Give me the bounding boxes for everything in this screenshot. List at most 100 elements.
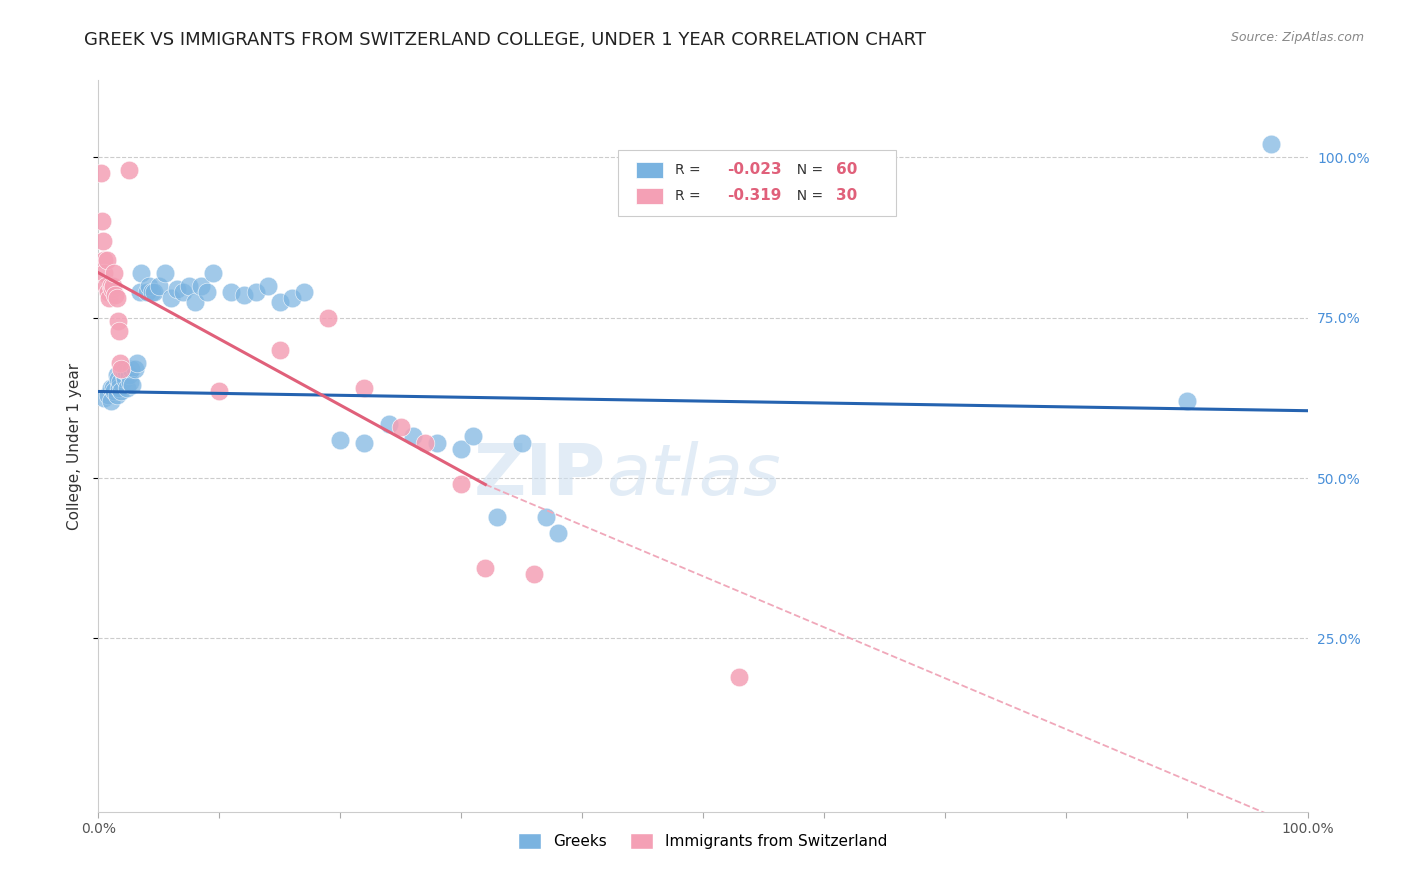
Point — [111, 362, 134, 376]
Point — [510, 435, 533, 450]
Point — [269, 343, 291, 357]
Y-axis label: College, Under 1 year: College, Under 1 year — [67, 362, 83, 530]
FancyBboxPatch shape — [619, 150, 897, 216]
Text: atlas: atlas — [606, 441, 780, 509]
Point — [450, 442, 472, 457]
Point — [402, 429, 425, 443]
Point — [120, 362, 142, 376]
Point — [245, 285, 267, 299]
Point — [114, 362, 136, 376]
Point — [202, 266, 225, 280]
Point — [96, 252, 118, 267]
Point — [121, 378, 143, 392]
Point — [105, 292, 128, 306]
Point — [100, 381, 122, 395]
Point — [166, 282, 188, 296]
FancyBboxPatch shape — [637, 161, 664, 178]
Point — [117, 381, 139, 395]
Point — [172, 285, 194, 299]
Point — [93, 252, 115, 267]
Point — [118, 368, 141, 383]
Point — [148, 278, 170, 293]
Point — [124, 362, 146, 376]
Point — [523, 567, 546, 582]
Point — [141, 285, 163, 299]
Point — [316, 310, 339, 325]
Point — [108, 381, 131, 395]
Point — [98, 292, 121, 306]
Point — [115, 365, 138, 379]
Point — [269, 294, 291, 309]
Point — [97, 387, 120, 401]
Point — [1260, 137, 1282, 152]
Point — [135, 285, 157, 299]
Point — [97, 285, 120, 299]
Point — [184, 294, 207, 309]
Text: N =: N = — [787, 188, 827, 202]
Point — [110, 362, 132, 376]
Point — [389, 419, 412, 434]
Point — [463, 429, 485, 443]
Point — [179, 278, 201, 293]
Point — [93, 266, 115, 280]
Text: 60: 60 — [837, 162, 858, 178]
Point — [107, 371, 129, 385]
Point — [474, 561, 496, 575]
Text: -0.319: -0.319 — [727, 188, 782, 203]
Point — [138, 278, 160, 293]
Point — [94, 278, 117, 293]
Point — [190, 278, 212, 293]
Text: R =: R = — [675, 163, 706, 177]
Point — [256, 278, 278, 293]
Point — [450, 477, 472, 491]
Point — [353, 435, 375, 450]
Point — [413, 435, 436, 450]
Point — [118, 163, 141, 178]
Point — [91, 234, 114, 248]
Point — [486, 509, 509, 524]
Text: N =: N = — [787, 163, 827, 177]
Point — [426, 435, 449, 450]
Point — [160, 292, 183, 306]
Point — [112, 368, 135, 383]
Point — [118, 375, 141, 389]
Point — [353, 381, 375, 395]
Point — [100, 278, 122, 293]
Point — [104, 288, 127, 302]
Point — [292, 285, 315, 299]
Point — [101, 278, 124, 293]
Point — [103, 384, 125, 399]
Point — [100, 394, 122, 409]
Point — [107, 314, 129, 328]
Point — [127, 355, 149, 369]
Point — [110, 384, 132, 399]
Point — [128, 285, 150, 299]
Point — [728, 670, 751, 684]
Point — [108, 375, 131, 389]
Text: 30: 30 — [837, 188, 858, 203]
Point — [93, 391, 115, 405]
Legend: Greeks, Immigrants from Switzerland: Greeks, Immigrants from Switzerland — [512, 827, 894, 855]
Point — [534, 509, 557, 524]
Point — [208, 384, 231, 399]
Point — [108, 355, 131, 369]
Point — [90, 166, 112, 180]
Point — [329, 433, 352, 447]
Point — [281, 292, 304, 306]
Point — [1175, 394, 1198, 409]
Point — [103, 266, 125, 280]
Text: R =: R = — [675, 188, 706, 202]
Point — [547, 525, 569, 540]
Text: GREEK VS IMMIGRANTS FROM SWITZERLAND COLLEGE, UNDER 1 YEAR CORRELATION CHART: GREEK VS IMMIGRANTS FROM SWITZERLAND COL… — [84, 31, 927, 49]
Point — [105, 368, 128, 383]
Point — [232, 288, 254, 302]
Point — [221, 285, 243, 299]
Point — [195, 285, 218, 299]
Text: ZIP: ZIP — [474, 441, 606, 509]
Point — [91, 214, 114, 228]
Text: Source: ZipAtlas.com: Source: ZipAtlas.com — [1230, 31, 1364, 45]
Text: -0.023: -0.023 — [727, 162, 782, 178]
Point — [101, 381, 124, 395]
Point — [108, 324, 131, 338]
Point — [105, 387, 128, 401]
